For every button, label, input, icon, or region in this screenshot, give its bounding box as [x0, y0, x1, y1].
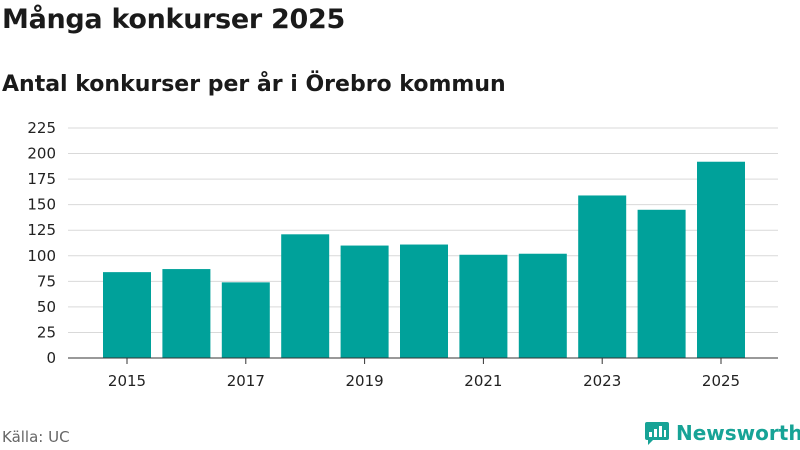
y-tick-label: 150	[27, 196, 56, 214]
bar-2017	[221, 282, 270, 358]
chart-subtitle: Antal konkurser per år i Örebro kommun	[2, 72, 506, 97]
bar-2023	[578, 195, 627, 358]
y-tick-label: 75	[37, 272, 56, 290]
bar-2024	[637, 209, 686, 358]
chart-title: Många konkurser 2025	[2, 4, 345, 35]
source-note: Källa: UC	[2, 428, 70, 446]
y-tick-label: 50	[37, 298, 56, 316]
bars	[103, 161, 745, 358]
x-tick-label: 2017	[227, 372, 265, 390]
y-tick-label: 125	[27, 221, 56, 239]
x-tick-label: 2021	[464, 372, 502, 390]
y-tick-label: 175	[27, 170, 56, 188]
brand-logo[interactable]: Newsworthy	[644, 420, 800, 446]
bar-2018	[281, 234, 330, 358]
bar-2021	[459, 254, 508, 358]
bar-2015	[103, 272, 151, 358]
y-tick-label: 0	[46, 349, 56, 367]
y-axis-ticks: 0 25 50 75 100 125 150 175 200 225	[27, 119, 56, 367]
bar-2025	[697, 161, 745, 358]
x-tick-label: 2025	[702, 372, 740, 390]
brand-name: Newsworthy	[676, 421, 800, 445]
x-axis-ticks: 2015 2017 2019 2021 2023 2025	[108, 358, 740, 390]
y-tick-label: 200	[27, 145, 56, 163]
x-tick-label: 2015	[108, 372, 146, 390]
x-tick-label: 2019	[346, 372, 384, 390]
bar-chart-logo-icon	[645, 422, 669, 445]
y-tick-label: 225	[27, 119, 56, 137]
bar-2020	[400, 244, 448, 358]
y-tick-label: 100	[27, 247, 56, 265]
bar-2019	[340, 245, 389, 358]
bar-2022	[518, 253, 567, 358]
x-tick-label: 2023	[583, 372, 621, 390]
y-tick-label: 25	[37, 323, 56, 341]
bar-2016	[162, 269, 211, 358]
